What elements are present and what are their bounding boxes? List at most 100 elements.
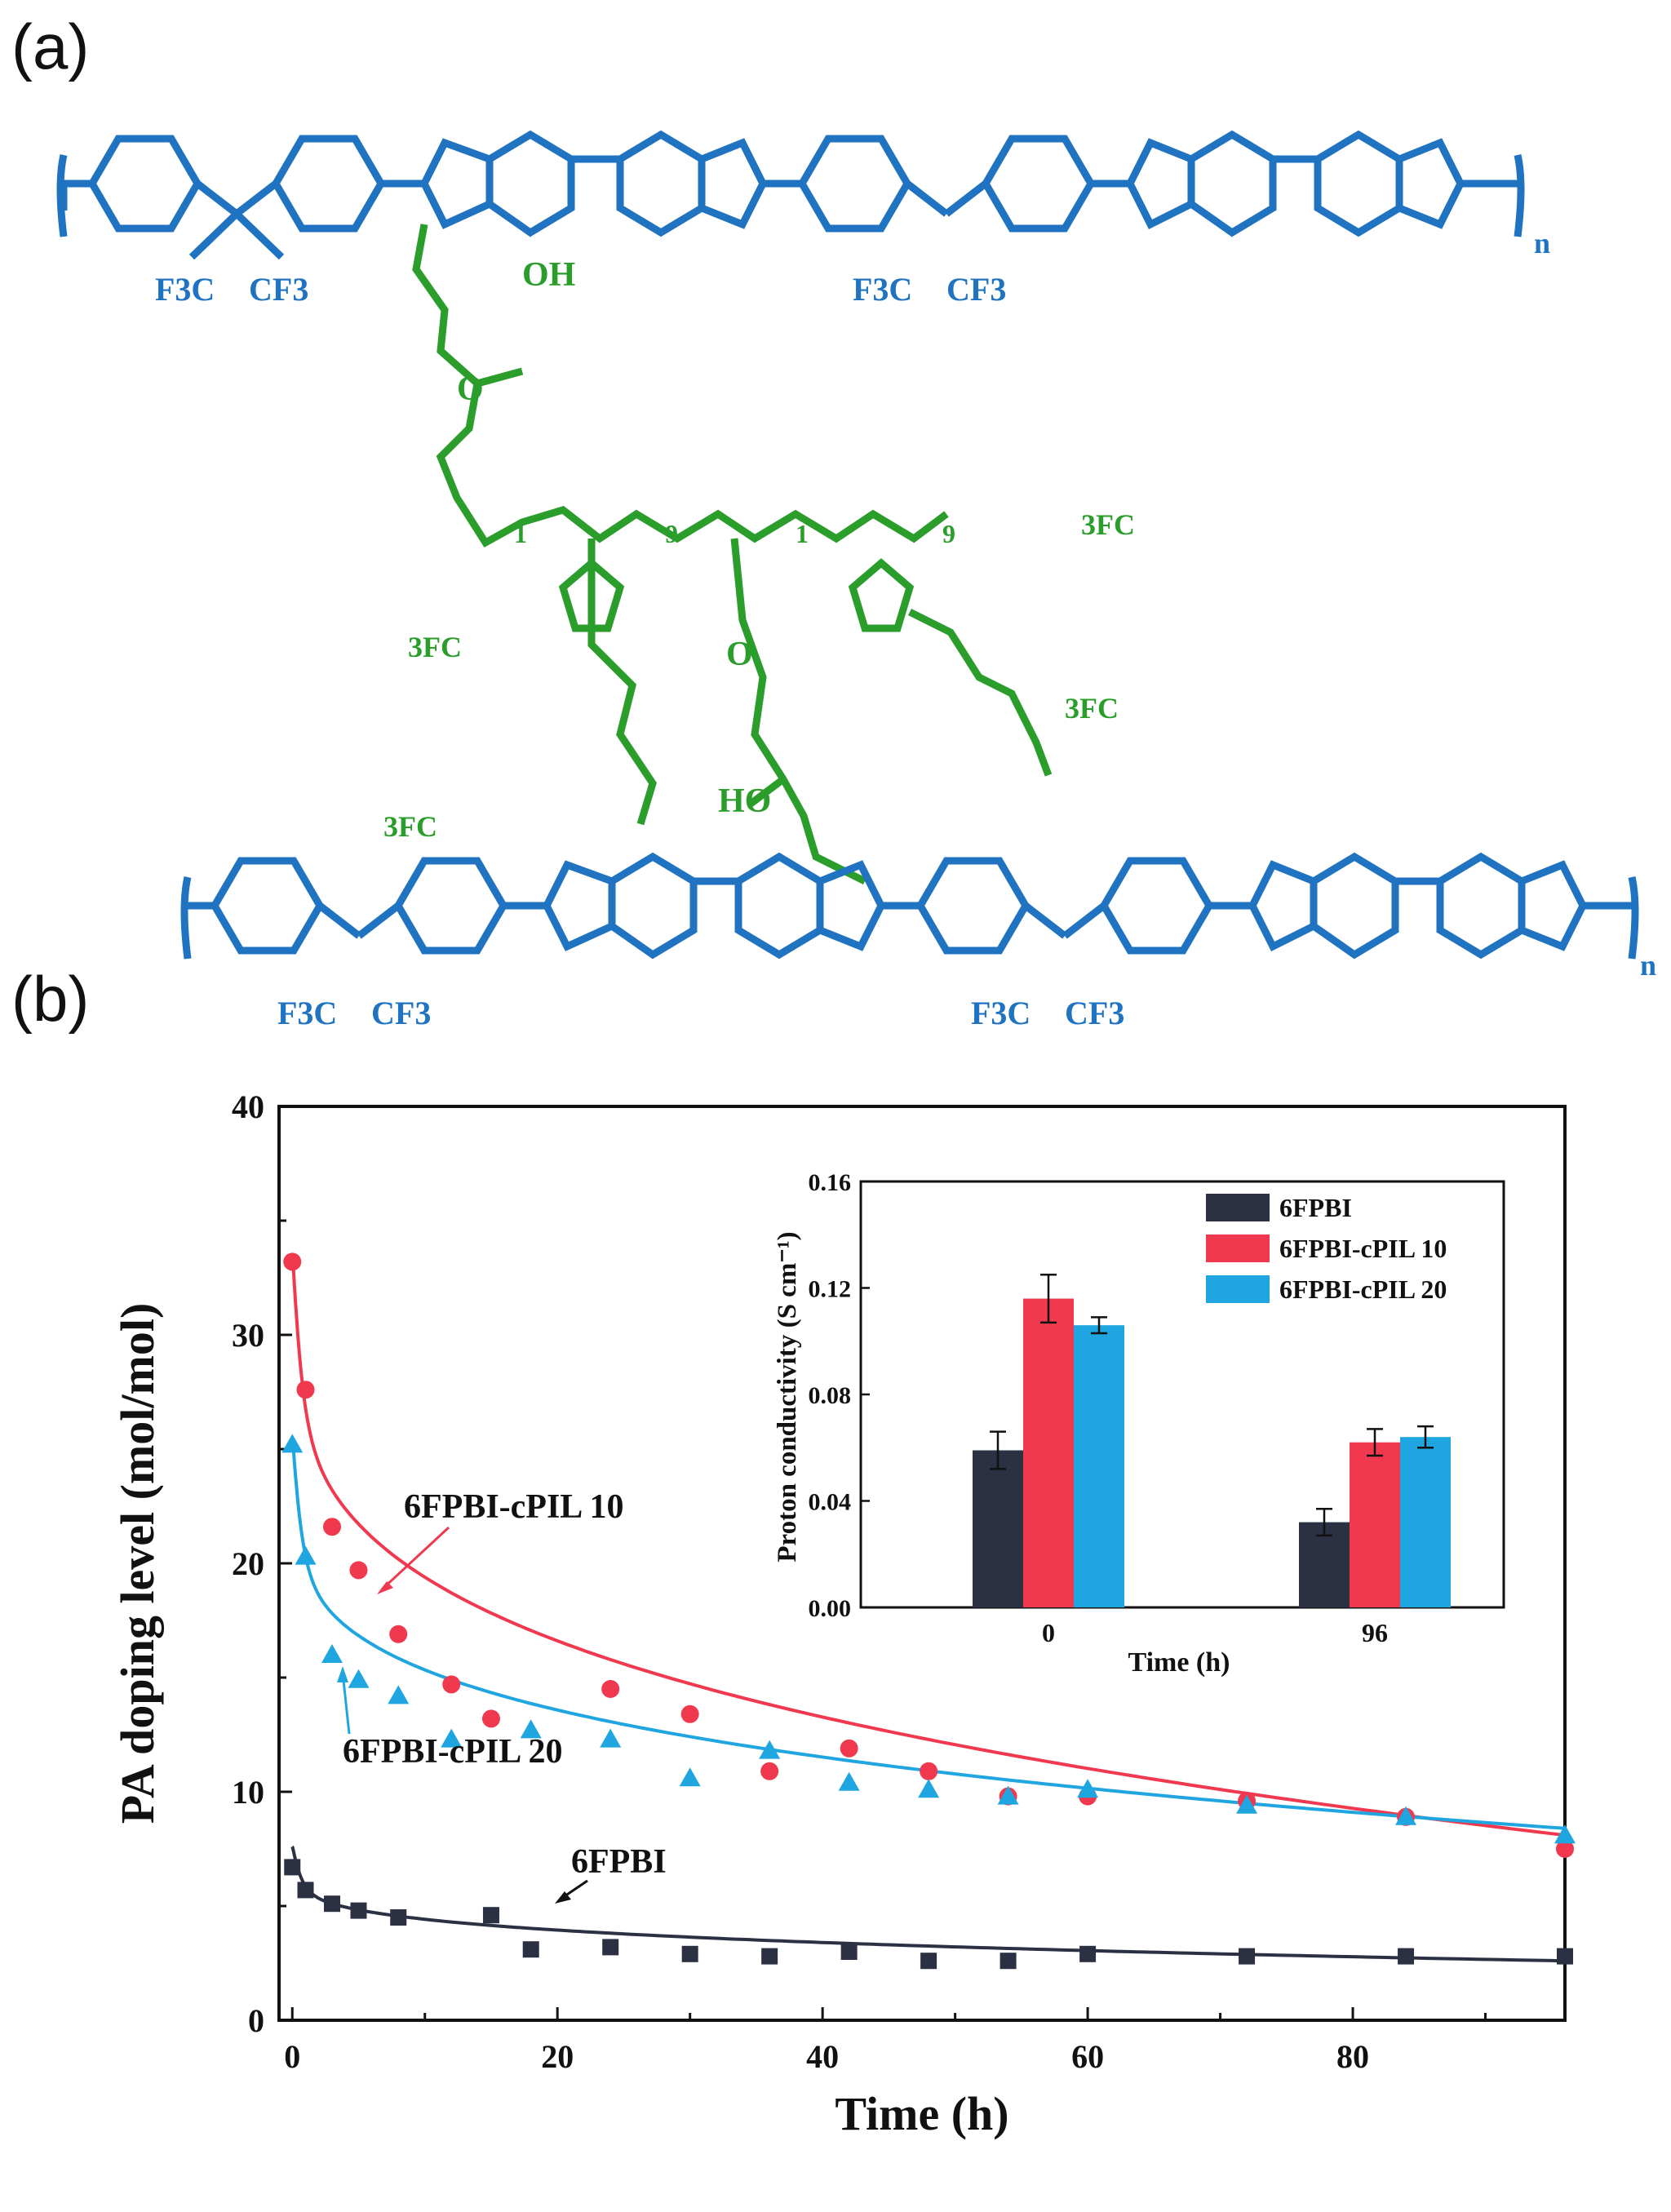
annotation-cpil20-label: 6FPBI-cPIL 20 (343, 1733, 563, 1771)
annotation-cpil20: 6FPBI-cPIL 20 (337, 1666, 563, 1771)
label-3fc-1: 3FC (408, 631, 462, 663)
y-tick-label: 20 (232, 1545, 264, 1582)
legend-swatch-6fpbi (1206, 1194, 1270, 1221)
data-point-6fpbi-cpil-20 (281, 1434, 304, 1453)
data-point-6fpbi-cpil-10 (601, 1680, 620, 1698)
data-point-6fpbi (681, 1945, 698, 1962)
label-cf3-4: CF3 (1065, 995, 1124, 1031)
data-point-6fpbi-cpil-20 (838, 1771, 860, 1791)
label-ho: HO (718, 782, 771, 820)
data-point-6fpbi-cpil-10 (840, 1739, 858, 1758)
data-point-6fpbi (1079, 1945, 1097, 1962)
fit-curve-6fpbi-cpil-10 (290, 1254, 1566, 1837)
data-point-6fpbi (297, 1882, 314, 1899)
label-cf3-3: CF3 (371, 995, 431, 1031)
y-axis-title: PA doping level (mol/mol) (111, 1303, 164, 1824)
fit-curve-6fpbi-cpil-20 (290, 1437, 1566, 1830)
data-point-6fpbi (323, 1895, 340, 1913)
data-point-6fpbi-cpil-20 (441, 1728, 463, 1748)
label-3fc-4: 3FC (1065, 692, 1119, 725)
label-f3c-1: F3C (155, 271, 215, 308)
legend-label: 6FPBI-cPIL 10 (1279, 1234, 1447, 1263)
x-tick-label: 60 (1071, 2038, 1104, 2075)
data-point-6fpbi-cpil-20 (1395, 1806, 1417, 1825)
legend-swatch-6fpbi-cpil-10 (1206, 1235, 1270, 1262)
inset-x-axis-title: Time (h) (1128, 1647, 1230, 1678)
data-point-6fpbi (350, 1902, 367, 1919)
bar-6fpbi (973, 1450, 1023, 1607)
data-point-6fpbi (1557, 1948, 1573, 1965)
bar-6fpbi-cpil-20 (1400, 1437, 1451, 1607)
data-point-6fpbi (1239, 1948, 1256, 1965)
data-point-6fpbi-cpil-20 (759, 1740, 781, 1759)
label-subscript-9b: 9 (942, 519, 955, 548)
x-tick-label: 80 (1336, 2038, 1369, 2075)
label-3fc-3: 3FC (1081, 508, 1135, 541)
inset-legend: 6FPBI 6FPBI-cPIL 10 6FPBI-cPIL 20 (1206, 1193, 1447, 1304)
data-point-6fpbi (390, 1909, 407, 1926)
label-n-subscript-bottom: n (1640, 949, 1656, 982)
bar-6fpbi-cpil-10 (1350, 1442, 1400, 1607)
panel-label-b: (b) (11, 963, 90, 1035)
data-point-6fpbi-cpil-20 (388, 1685, 410, 1704)
data-point-6fpbi-cpil-10 (349, 1561, 368, 1580)
crosslinker-labels: OH O O HO 1 9 1 9 3FC 3FC 3FC 3FC (383, 256, 1135, 843)
data-point-6fpbi-cpil-20 (1554, 1824, 1576, 1844)
data-point-6fpbi-cpil-20 (295, 1545, 317, 1565)
data-point-6fpbi-cpil-20 (348, 1669, 370, 1688)
data-point-6fpbi-cpil-10 (680, 1704, 699, 1723)
inset-y-tick-label: 0.08 (809, 1382, 852, 1409)
y-tick-label: 10 (232, 1774, 264, 1811)
y-tick-label: 30 (232, 1317, 264, 1354)
data-point-6fpbi-cpil-10 (389, 1625, 408, 1643)
data-point-6fpbi-cpil-10 (296, 1381, 315, 1399)
data-point-6fpbi-cpil-20 (918, 1779, 940, 1798)
data-point-6fpbi-cpil-20 (679, 1767, 701, 1787)
data-point-6fpbi-cpil-20 (600, 1728, 622, 1748)
data-point-6fpbi (840, 1944, 858, 1960)
data-point-6fpbi (522, 1941, 539, 1958)
polymer-chain-top-labels: F3C CF3 F3C CF3 n (155, 227, 1550, 308)
data-point-6fpbi (482, 1907, 499, 1924)
label-subscript-1b: 1 (796, 519, 809, 548)
label-o-2: O (726, 636, 753, 673)
bar-6fpbi-cpil-10 (1023, 1298, 1074, 1607)
data-point-6fpbi (602, 1939, 619, 1956)
label-cf3-1: CF3 (249, 271, 308, 308)
data-point-6fpbi-cpil-20 (1236, 1794, 1258, 1814)
label-oh: OH (522, 256, 575, 294)
label-f3c-4: F3C (971, 995, 1031, 1031)
inset-x-tick-label: 96 (1362, 1618, 1388, 1647)
legend-label: 6FPBI (1279, 1193, 1352, 1222)
data-point-6fpbi-cpil-10 (322, 1518, 341, 1536)
legend-swatch-6fpbi-cpil-20 (1206, 1275, 1270, 1303)
fit-curve-6fpbi (290, 1845, 1566, 1963)
polymer-chain-bottom-labels: F3C CF3 F3C CF3 n (277, 949, 1656, 1031)
x-tick-label: 40 (806, 2038, 839, 2075)
label-subscript-1a: 1 (514, 519, 527, 548)
inset-y-tick-label: 0.16 (809, 1169, 852, 1196)
panel-label-a: (a) (11, 11, 90, 82)
data-point-6fpbi-cpil-10 (283, 1252, 302, 1271)
data-point-6fpbi-cpil-20 (997, 1785, 1019, 1805)
data-point-6fpbi-cpil-20 (1077, 1779, 1099, 1798)
label-f3c-3: F3C (277, 995, 337, 1031)
data-point-6fpbi-cpil-20 (520, 1719, 542, 1739)
polymer-chain-top (56, 130, 1525, 260)
x-tick-label: 0 (284, 2038, 300, 2075)
data-point-6fpbi (999, 1953, 1017, 1970)
inset-y-axis-title: Proton conductivity (S cm⁻¹) (773, 1231, 802, 1562)
label-cf3-2: CF3 (946, 271, 1006, 308)
inset-y-tick-label: 0.04 (809, 1489, 852, 1516)
data-point-6fpbi (284, 1859, 301, 1876)
data-point-6fpbi-cpil-10 (481, 1709, 500, 1728)
data-point-6fpbi-cpil-10 (760, 1762, 779, 1780)
data-point-6fpbi (761, 1948, 778, 1965)
inset-x-tick-label: 0 (1042, 1618, 1055, 1647)
label-n-subscript-top: n (1534, 227, 1550, 259)
inset-y-tick-label: 0.00 (809, 1595, 852, 1622)
data-point-6fpbi (920, 1953, 937, 1970)
crosslinker (412, 224, 1053, 885)
data-point-6fpbi (1398, 1948, 1415, 1965)
